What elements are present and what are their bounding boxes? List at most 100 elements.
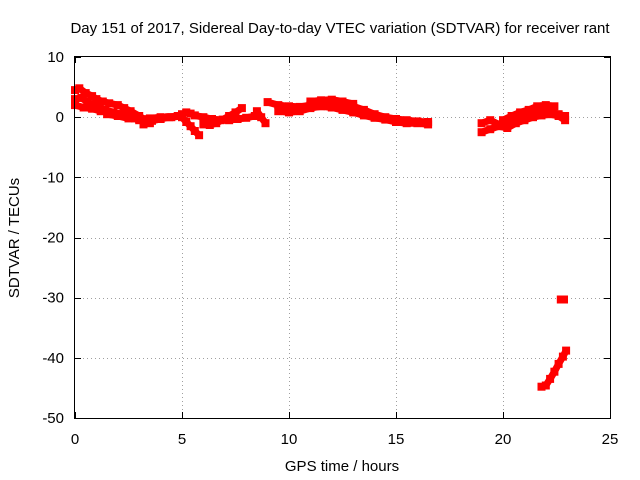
data-point <box>338 105 347 114</box>
data-point <box>306 104 315 113</box>
data-point <box>516 108 525 117</box>
data-point <box>199 113 208 122</box>
data-point <box>327 103 336 112</box>
data-point <box>135 115 144 123</box>
data-point <box>503 118 512 126</box>
data-point <box>524 105 533 114</box>
data-point <box>126 107 135 116</box>
y-tick-label: -50 <box>42 410 64 427</box>
data-point <box>261 119 270 128</box>
data-point <box>317 96 326 105</box>
data-point <box>550 102 559 111</box>
data-point <box>424 120 433 129</box>
data-point <box>88 92 97 101</box>
y-tick-label: -40 <box>42 350 64 367</box>
data-point <box>263 98 272 107</box>
data-point <box>507 112 516 120</box>
y-tick-label: -30 <box>42 290 64 307</box>
data-point <box>338 97 347 106</box>
data-point <box>124 114 133 123</box>
data-point <box>295 107 304 116</box>
data-point <box>317 102 326 111</box>
data-point <box>499 116 507 125</box>
data-point <box>285 108 293 117</box>
data-point <box>88 104 97 113</box>
y-tick-labels: -50 -40 -30 -20 -10 0 10 <box>42 49 64 427</box>
data-point <box>349 108 358 117</box>
data-point <box>98 97 107 106</box>
y-tick-label: 10 <box>47 49 64 66</box>
data-point <box>77 93 86 102</box>
data-point <box>252 107 261 116</box>
data-point <box>81 89 90 98</box>
data-point <box>295 102 304 111</box>
series-track-9 <box>252 107 270 128</box>
data-point <box>550 367 559 376</box>
data-point <box>165 113 174 122</box>
data-point <box>554 110 563 119</box>
data-point <box>190 111 199 120</box>
data-point <box>558 352 567 361</box>
data-point <box>537 108 546 117</box>
data-point <box>182 108 191 117</box>
data-point <box>503 124 512 132</box>
data-point <box>225 112 234 120</box>
x-tick-label: 15 <box>388 431 405 448</box>
series-track-8 <box>199 104 246 129</box>
data-point <box>178 113 186 122</box>
series-track-12 <box>306 95 358 108</box>
data-point <box>561 116 570 125</box>
data-point <box>186 122 195 131</box>
data-point <box>511 115 520 123</box>
data-point <box>186 109 195 118</box>
data-point <box>113 112 122 120</box>
x-tick-label: 20 <box>495 431 512 448</box>
data-points <box>71 84 571 391</box>
data-point <box>554 359 563 368</box>
data-point <box>233 115 242 123</box>
x-tick-label: 0 <box>71 431 79 448</box>
data-point <box>242 113 251 122</box>
data-point <box>477 119 486 128</box>
data-point <box>218 115 227 124</box>
data-point <box>225 116 234 125</box>
y-tick-label: 0 <box>56 109 64 126</box>
x-tick-labels: 0 5 10 15 20 25 <box>71 431 619 448</box>
data-point <box>327 95 336 104</box>
data-point <box>560 295 568 304</box>
data-point <box>285 102 293 111</box>
x-tick-label: 25 <box>602 431 619 448</box>
x-tick-label: 10 <box>281 431 298 448</box>
ticks <box>75 57 611 419</box>
data-point <box>173 112 182 120</box>
data-point <box>274 101 283 110</box>
data-point <box>237 104 246 113</box>
data-point <box>190 127 199 135</box>
data-point <box>199 120 208 129</box>
data-point <box>370 113 379 122</box>
data-point <box>113 101 122 110</box>
data-point <box>231 108 240 117</box>
data-point <box>486 116 495 125</box>
data-point <box>92 102 101 111</box>
data-point <box>103 110 112 119</box>
series-track-17 <box>556 295 568 304</box>
data-point <box>537 382 546 391</box>
data-point <box>79 103 88 112</box>
data-point <box>546 374 555 383</box>
data-point <box>561 112 570 120</box>
series-track-6 <box>178 113 204 140</box>
data-point <box>402 119 411 128</box>
data-point <box>562 346 571 355</box>
data-point <box>359 105 368 114</box>
data-point <box>529 110 537 119</box>
data-point <box>392 118 400 126</box>
data-point <box>349 99 358 108</box>
data-point <box>120 104 129 113</box>
data-point <box>511 119 520 128</box>
plot-frame <box>74 56 611 419</box>
data-point <box>212 119 221 128</box>
data-point <box>477 128 486 137</box>
data-point <box>257 113 266 122</box>
data-point <box>486 125 495 134</box>
